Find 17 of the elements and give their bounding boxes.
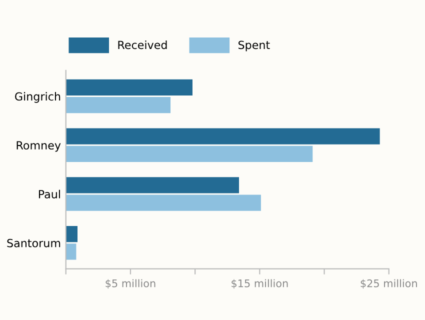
bar: [66, 128, 380, 144]
y-tick-label: Gingrich: [15, 92, 60, 103]
y-tick-label: Romney: [16, 141, 61, 152]
bar: [66, 177, 240, 194]
bar: [66, 194, 261, 211]
bar: [66, 146, 313, 162]
bar: [66, 226, 78, 242]
x-tick-label: $15 million: [232, 279, 288, 289]
bar: [66, 97, 171, 114]
bar: [66, 79, 192, 96]
legend-label: Spent: [238, 40, 270, 52]
x-tick-label: $25 million: [360, 279, 417, 289]
bar: [66, 244, 76, 260]
y-tick-label: Paul: [38, 190, 60, 198]
legend-label: Received: [118, 40, 167, 50]
y-tick-label: Santorum: [7, 238, 60, 248]
x-tick-label: $5 million: [106, 279, 156, 289]
